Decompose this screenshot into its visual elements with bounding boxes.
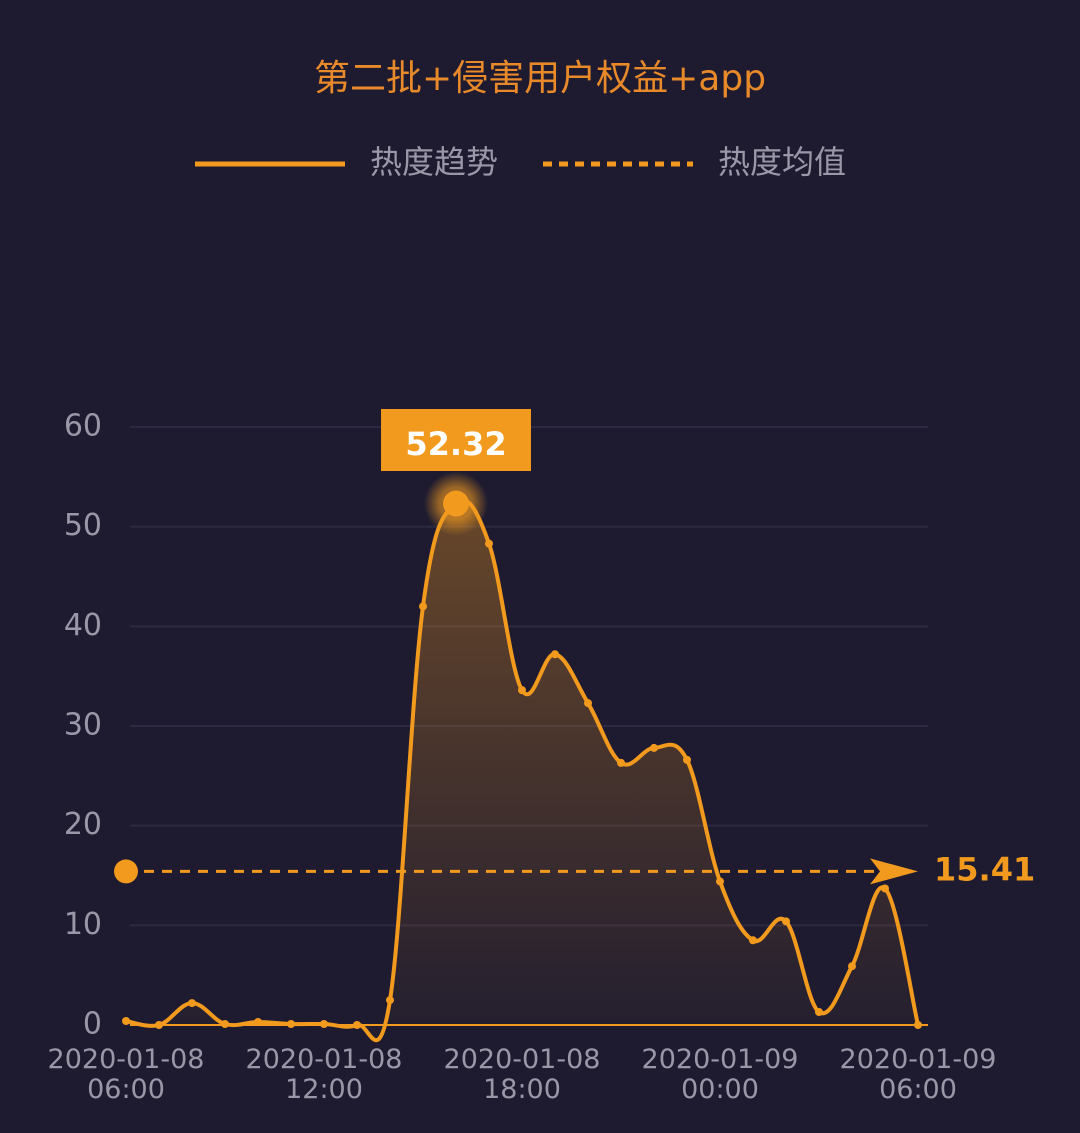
- x-tick-label: 2020-01-08 06:00: [48, 1044, 205, 1105]
- point: [287, 1020, 295, 1029]
- point: [188, 999, 196, 1008]
- point: [716, 877, 724, 886]
- y-tick-label: 60: [64, 409, 102, 444]
- y-tick-label: 0: [83, 1007, 102, 1042]
- x-tick-label: 2020-01-08 18:00: [444, 1044, 601, 1105]
- point: [881, 884, 889, 893]
- point: [254, 1018, 262, 1027]
- point: [683, 755, 691, 764]
- chart-title: 第二批+侵害用户权益+app: [314, 58, 766, 99]
- point: [320, 1020, 328, 1029]
- line: [125, 498, 920, 1043]
- point: [122, 1017, 130, 1026]
- point: [815, 1008, 823, 1017]
- point: [353, 1021, 361, 1029]
- point: [650, 743, 658, 752]
- point: [914, 1021, 922, 1029]
- point: [782, 917, 790, 926]
- legend-label: 热度趋势: [370, 143, 498, 181]
- point: [155, 1021, 163, 1029]
- mean-start: [114, 859, 138, 884]
- point: [749, 936, 757, 945]
- mean-arrow: [870, 858, 918, 885]
- point: [419, 602, 427, 611]
- point: [617, 758, 625, 767]
- max-point: [443, 490, 469, 517]
- point: [485, 539, 493, 548]
- point: [584, 699, 592, 708]
- point: [518, 686, 526, 695]
- x-tick-label: 2020-01-08 12:00: [246, 1044, 403, 1105]
- point: [221, 1020, 229, 1029]
- y-tick-label: 10: [64, 907, 102, 942]
- y-tick-label: 40: [64, 608, 102, 643]
- y-tick-label: 30: [64, 708, 102, 743]
- legend-label: 热度均值: [718, 143, 846, 181]
- mean-label: 15.41: [934, 850, 1035, 888]
- point: [848, 962, 856, 971]
- max-label: 52.32: [405, 425, 506, 463]
- x-tick-label: 2020-01-09 06:00: [840, 1044, 997, 1105]
- y-tick-label: 50: [64, 508, 102, 543]
- point: [386, 996, 394, 1005]
- max-label-box: [381, 409, 531, 471]
- point: [551, 650, 559, 659]
- x-tick-label: 2020-01-09 00:00: [642, 1044, 799, 1105]
- y-tick-label: 20: [64, 807, 102, 842]
- area: [126, 500, 918, 1041]
